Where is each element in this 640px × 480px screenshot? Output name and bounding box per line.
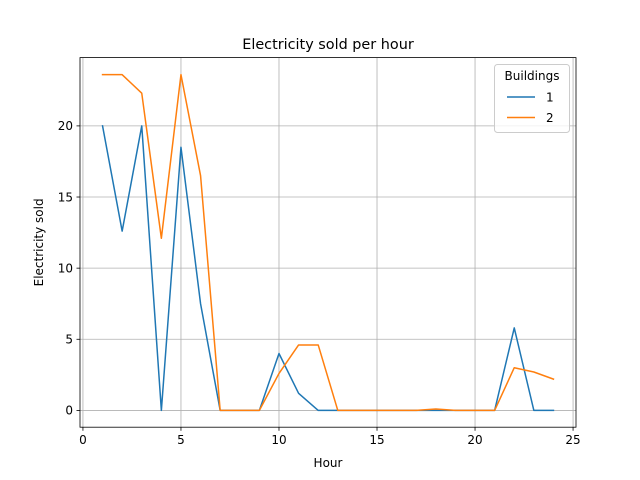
y-tick-label: 15: [58, 190, 73, 204]
legend-label-series-1: 1: [546, 91, 554, 105]
y-tick-label: 20: [58, 119, 73, 133]
series-layer: [101, 73, 555, 412]
x-axis: 0 5 10 15 20 25: [79, 427, 581, 447]
y-axis: 0 5 10 15 20: [58, 119, 80, 418]
y-tick-label: 0: [65, 404, 73, 418]
legend-title: Buildings: [505, 69, 560, 83]
legend-label-series-2: 2: [546, 111, 554, 125]
x-tick-label: 5: [177, 433, 185, 447]
y-axis-label: Electricity sold: [32, 198, 46, 286]
grid: [80, 57, 576, 428]
x-axis-label: Hour: [314, 456, 343, 470]
legend: Buildings 1 2: [494, 64, 570, 133]
y-tick-label: 10: [58, 261, 73, 275]
y-tick-label: 5: [65, 333, 73, 347]
legend-box: [494, 64, 570, 133]
x-tick-label: 10: [271, 433, 286, 447]
x-tick-label: 20: [467, 433, 482, 447]
x-tick-label: 0: [79, 433, 87, 447]
series-line-2: [101, 73, 555, 412]
axes-frame: [79, 57, 577, 428]
x-tick-label: 15: [369, 433, 384, 447]
chart-title: Electricity sold per hour: [242, 37, 414, 53]
x-tick-label: 25: [565, 433, 580, 447]
